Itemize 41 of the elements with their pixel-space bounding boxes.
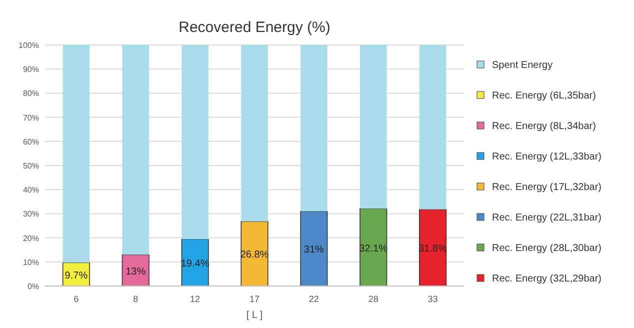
legend-label: Rec. Energy (12L,33bar) [492, 152, 602, 162]
x-tick-label: 22 [308, 294, 319, 304]
bar [182, 45, 208, 240]
y-tick-label: 0% [27, 282, 39, 291]
x-tick-label: 33 [428, 294, 438, 304]
y-tick-label: 20% [22, 234, 39, 243]
y-tick-label: 60% [22, 137, 39, 146]
x-axis-title: [ L ] [246, 310, 263, 321]
legend-label: Rec. Energy (28L,30bar) [492, 243, 602, 254]
legend-label: Spent Energy [492, 60, 553, 71]
bar [300, 210, 328, 286]
x-tick-label: 6 [74, 294, 79, 304]
x-tick-label: 17 [249, 294, 260, 304]
legend-label: Rec. Energy (32L,29bar) [492, 274, 602, 284]
y-tick-label: 90% [22, 65, 39, 74]
legend-label: Rec. Energy (22L,31bar) [492, 212, 602, 224]
y-tick-label: 80% [22, 89, 39, 98]
legend-label: Rec. Energy (17L,32bar) [492, 182, 602, 193]
bar [360, 45, 387, 209]
data-label: 31% [304, 244, 324, 256]
chart-title: Recovered Energy (%) [178, 19, 330, 36]
legend-label: Rec. Energy (8L,34bar) [492, 121, 596, 132]
bar [419, 45, 446, 210]
bar [419, 208, 447, 286]
x-tick-label: 28 [368, 294, 378, 304]
y-tick-label: 40% [22, 186, 39, 195]
x-tick-label: 12 [190, 294, 200, 304]
y-tick-label: 100% [18, 41, 39, 50]
bar [241, 45, 268, 222]
bar [300, 45, 328, 212]
bar [122, 45, 150, 255]
y-tick-label: 30% [22, 210, 39, 219]
legend-label: Rec. Energy (6L,35bar) [492, 90, 596, 102]
y-tick-label: 70% [22, 113, 39, 122]
data-label: 13% [126, 266, 146, 278]
bar [360, 208, 388, 286]
y-tick-label: 50% [22, 162, 39, 170]
bar [62, 45, 90, 263]
data-label: 9.7% [64, 270, 88, 282]
x-tick-label: 8 [133, 294, 138, 304]
y-tick-label: 10% [22, 258, 39, 267]
